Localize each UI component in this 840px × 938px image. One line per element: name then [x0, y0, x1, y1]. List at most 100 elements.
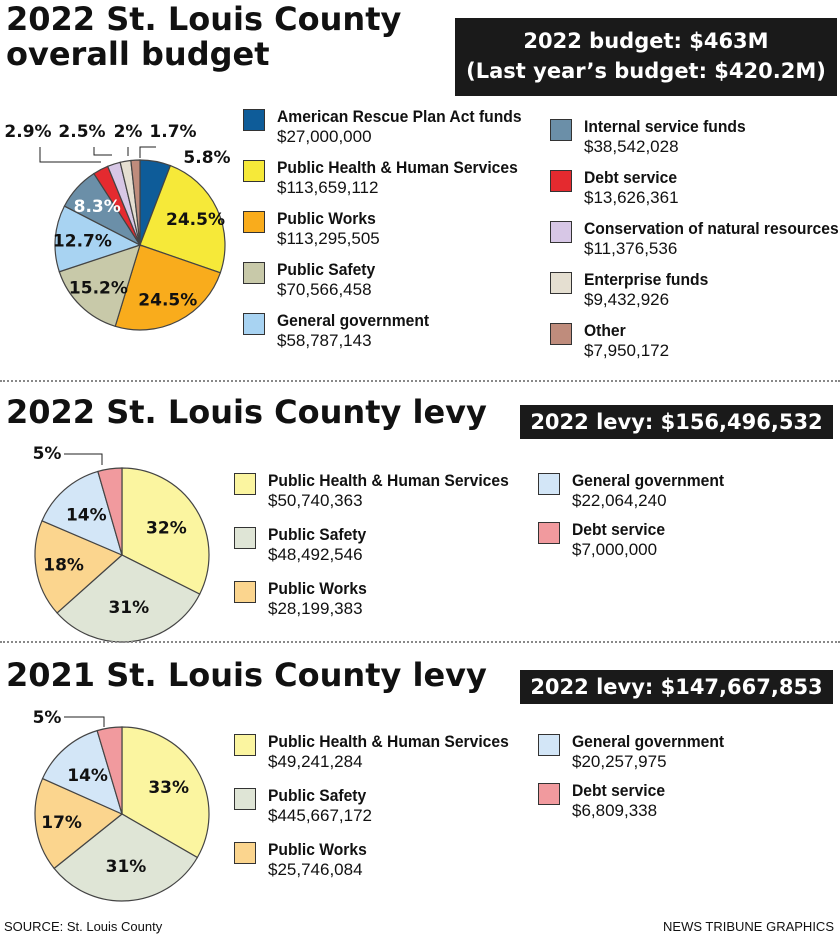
legend-label: Public Health & Human Services — [268, 732, 509, 751]
overall-budget-callout: 2022 budget: $463M (Last year’s budget: … — [455, 18, 837, 96]
legend-label: Public Safety — [268, 786, 367, 805]
pie-slice-general-government — [41, 470, 123, 557]
levy-2021-title: 2021 St. Louis County levy — [6, 656, 487, 694]
pie-slice-public-safety — [53, 813, 199, 902]
legend-swatch — [234, 473, 256, 495]
legend-label: Public Safety — [268, 525, 367, 544]
pct-label-public-safety: 31% — [108, 598, 149, 618]
pie-slice-other — [130, 159, 141, 246]
legend-swatch — [234, 842, 256, 864]
legend-value: $20,257,975 — [572, 752, 667, 771]
legend-label: Debt service — [572, 520, 666, 539]
levy-2021-pie: 33% 31% 17% 14% 5% — [33, 708, 210, 902]
legend-label: Other — [584, 321, 626, 340]
leader-line-debt-service — [64, 716, 105, 727]
legend-swatch — [538, 783, 560, 805]
legend-label: Internal service funds — [584, 117, 746, 136]
legend-swatch — [538, 473, 560, 495]
levy-2022-title: 2022 St. Louis County levy — [6, 393, 487, 431]
leader-line-debt-service — [39, 147, 101, 163]
legend-value: $13,626,361 — [584, 188, 679, 207]
pct-label-debt-service: 5% — [33, 444, 62, 464]
legend-value: $7,950,172 — [584, 341, 670, 360]
pct-label-public-health-and-human-services: 24.5% — [166, 210, 225, 230]
legend-label: Public Health & Human Services — [268, 471, 509, 490]
legend-value: $25,746,084 — [268, 860, 363, 879]
legend-label: General government — [277, 311, 430, 330]
legend-label: Public Works — [268, 840, 367, 859]
pie-slice-public-health-and-human-services — [139, 164, 226, 274]
pct-label-public-health-and-human-services: 33% — [148, 778, 189, 798]
levy-2022-section: 2022 St. Louis County levy 2022 levy: $1… — [0, 383, 840, 643]
leader-line-debt-service — [64, 453, 103, 465]
legend-value: $38,542,028 — [584, 137, 679, 156]
pct-label-debt-service: 5% — [33, 708, 62, 728]
leader-line-other — [139, 146, 156, 158]
legend-label: General government — [572, 471, 725, 490]
pie-slice-public-works — [34, 520, 124, 614]
levy-2021-section: 2021 St. Louis County levy 2022 levy: $1… — [0, 644, 840, 914]
pie-slice-public-health-and-human-services — [121, 726, 210, 859]
source-note: SOURCE: St. Louis County — [4, 919, 163, 934]
pie-slices — [34, 726, 210, 902]
levy-2022-callout: 2022 levy: $156,496,532 — [520, 405, 833, 439]
legend-swatch — [243, 262, 265, 284]
pct-label-other: 1.7% — [149, 122, 196, 142]
pct-label-general-government: 14% — [67, 766, 108, 786]
pct-label-debt-service: 2.9% — [4, 122, 51, 142]
legend-value: $58,787,143 — [277, 331, 372, 350]
pie-slice-public-works — [114, 244, 222, 331]
legend-swatch — [550, 170, 572, 192]
legend-value: $48,492,546 — [268, 545, 363, 564]
overall-budget-section: 2022 St. Louis County overall budget 202… — [0, 0, 840, 380]
legend-label: Debt service — [584, 168, 678, 187]
levy-2021-callout: 2022 levy: $147,667,853 — [520, 670, 833, 704]
callout-last-year-line: (Last year’s budget: $420.2M) — [466, 59, 826, 83]
legend-swatch — [550, 272, 572, 294]
legend-swatch — [538, 734, 560, 756]
legend-swatch — [243, 211, 265, 233]
pct-label-conservation-of-natural-resources: 2.5% — [58, 122, 105, 142]
legend-value: $49,241,284 — [268, 752, 363, 771]
pct-label-general-government: 14% — [66, 506, 107, 526]
legend-value: $445,667,172 — [268, 806, 372, 825]
pct-label-public-works: 24.5% — [138, 291, 197, 311]
pct-label-public-safety: 15.2% — [69, 279, 128, 299]
legend-swatch — [550, 221, 572, 243]
pct-label-public-health-and-human-services: 32% — [146, 519, 187, 539]
legend-swatch — [550, 119, 572, 141]
legend-value: $113,659,112 — [277, 178, 379, 197]
legend-swatch — [234, 581, 256, 603]
legend-swatch — [234, 527, 256, 549]
legend-swatch — [243, 160, 265, 182]
overall-budget-title: 2022 St. Louis County overall budget — [6, 0, 402, 73]
legend-value: $27,000,000 — [277, 127, 372, 146]
pie-slice-public-health-and-human-services — [121, 467, 210, 595]
section-divider — [0, 380, 840, 382]
legend-value: $7,000,000 — [572, 540, 658, 559]
legend-swatch — [550, 323, 572, 345]
legend-label: Public Safety — [277, 260, 376, 279]
pct-label-enterprise-funds: 2% — [114, 122, 143, 142]
legend-value: $22,064,240 — [572, 491, 667, 510]
pct-label-general-government: 12.7% — [53, 232, 112, 252]
legend-label: Debt service — [572, 781, 666, 800]
legend-value: $9,432,926 — [584, 290, 670, 309]
callout-budget-line: 2022 budget: $463M — [523, 29, 769, 53]
pct-label-public-safety: 31% — [106, 857, 147, 877]
legend-label: General government — [572, 732, 725, 751]
levy-2022-pie: 32% 31% 18% 14% 5% — [33, 444, 210, 643]
legend-swatch — [538, 522, 560, 544]
legend-value: $6,809,338 — [572, 801, 658, 820]
legend-swatch — [234, 788, 256, 810]
legend-label: Public Health & Human Services — [277, 158, 518, 177]
pct-label-public-works: 18% — [43, 556, 84, 576]
legend-label: Public Works — [268, 579, 367, 598]
legend-value: $70,566,458 — [277, 280, 372, 299]
legend-label: Conservation of natural resources — [584, 219, 839, 238]
pie-labels: 33% 31% 17% 14% 5% — [33, 708, 189, 877]
legend-swatch — [243, 109, 265, 131]
pie-slice-public-works — [34, 777, 124, 870]
pct-label-american-rescue-plan-act-funds: 5.8% — [183, 148, 230, 168]
legend-label: Enterprise funds — [584, 270, 709, 289]
